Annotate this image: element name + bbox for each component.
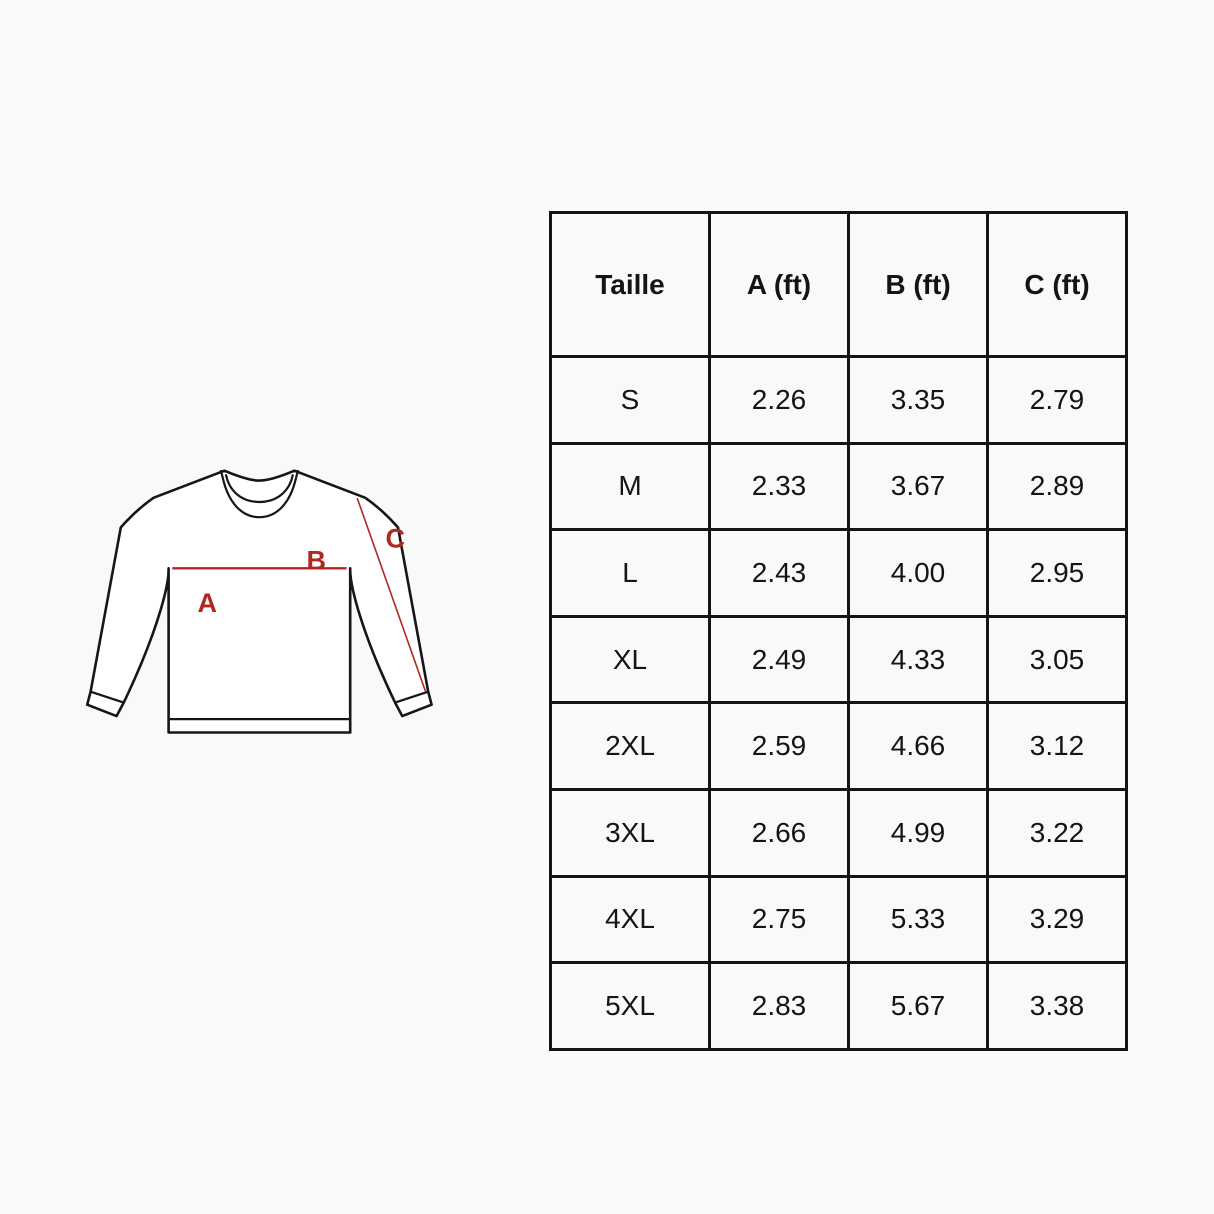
svg-text:C: C (386, 524, 406, 554)
svg-text:B: B (307, 546, 327, 576)
svg-text:A: A (198, 588, 218, 618)
